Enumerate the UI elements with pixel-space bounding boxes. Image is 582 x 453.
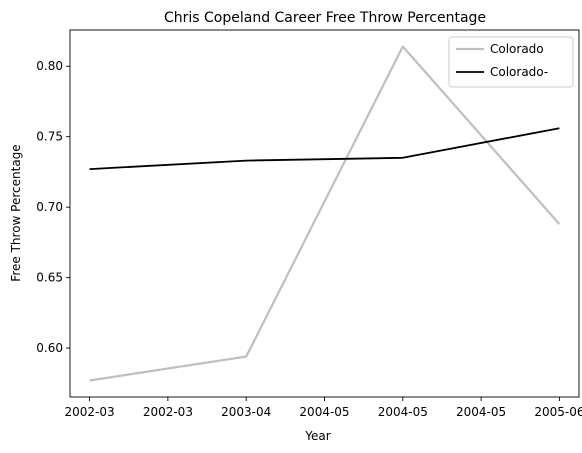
x-tick-label: 2002-03 <box>143 405 193 419</box>
series-line-2 <box>89 127 560 170</box>
x-axis: 2002-03 2002-03 2003-04 2004-05 2004-05 2004-… <box>65 397 582 419</box>
y-tick-label: 0.65 <box>36 271 63 285</box>
y-axis-label: Free Throw Percentage <box>9 144 23 281</box>
y-tick-label: 0.75 <box>36 130 63 144</box>
x-axis-label: Year <box>304 429 330 443</box>
x-tick-label: 2005-06 <box>534 405 582 419</box>
series-line-1 <box>89 45 561 382</box>
legend: Colorado Colorado- <box>448 36 574 88</box>
y-tick-label: 0.70 <box>36 200 63 214</box>
x-tick-label: 2003-04 <box>221 405 271 419</box>
x-tick-label: 2002-03 <box>65 405 115 419</box>
x-tick-label: 2004-05 <box>456 405 506 419</box>
legend-label: Colorado- <box>490 65 548 79</box>
plot-area <box>69 29 580 398</box>
y-tick-label: 0.80 <box>36 59 63 73</box>
legend-label: Colorado <box>490 42 544 56</box>
series-layer <box>89 45 561 382</box>
y-axis: 0.60 0.65 0.70 0.75 0.80 <box>36 59 70 355</box>
x-tick-label: 2004-05 <box>299 405 349 419</box>
y-tick-label: 0.60 <box>36 341 63 355</box>
x-tick-label: 2004-05 <box>378 405 428 419</box>
chart-title: Chris Copeland Career Free Throw Percent… <box>164 10 486 26</box>
